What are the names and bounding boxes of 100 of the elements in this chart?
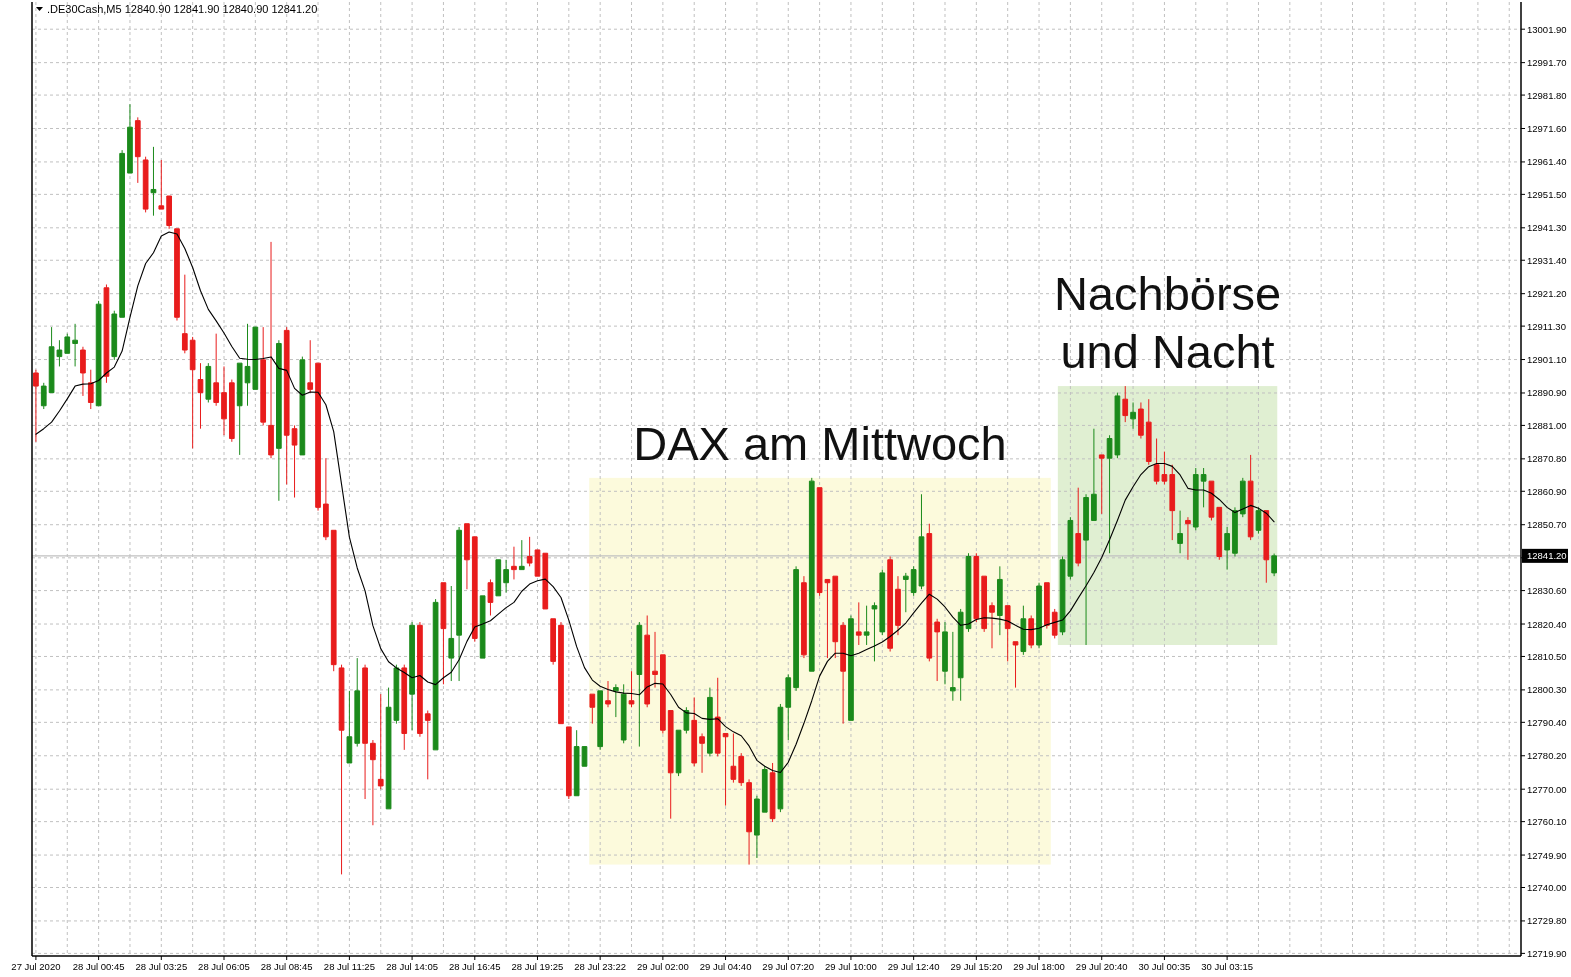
candlestick bbox=[691, 696, 698, 767]
candlestick bbox=[965, 552, 972, 633]
candlestick bbox=[887, 556, 893, 653]
candlestick bbox=[276, 339, 282, 502]
candlestick bbox=[620, 683, 627, 744]
candlestick bbox=[1271, 553, 1277, 577]
candlestick bbox=[1239, 477, 1246, 518]
candlestick bbox=[432, 598, 439, 751]
y-tick-label: 12881.00 bbox=[1527, 419, 1567, 431]
candlestick bbox=[1044, 582, 1050, 630]
candlestick bbox=[1247, 454, 1254, 541]
candlestick bbox=[848, 615, 854, 721]
candlestick bbox=[808, 477, 815, 672]
candlestick bbox=[722, 732, 729, 807]
candlestick bbox=[1138, 401, 1144, 440]
x-tick-label: 27 Jul 2020 bbox=[11, 961, 61, 972]
candlestick bbox=[667, 710, 674, 820]
candlestick bbox=[424, 710, 431, 780]
candlestick bbox=[871, 601, 878, 662]
candlestick bbox=[95, 300, 102, 407]
y-tick-label: 12911.30 bbox=[1527, 320, 1566, 332]
candlestick bbox=[377, 693, 384, 790]
candlestick bbox=[926, 523, 933, 662]
candlestick bbox=[323, 457, 329, 541]
y-tick-label: 12729.80 bbox=[1527, 915, 1567, 927]
candlestick bbox=[754, 795, 760, 859]
y-tick-label: 12850.70 bbox=[1527, 519, 1567, 531]
x-tick-label: 29 Jul 15:20 bbox=[950, 961, 1003, 972]
x-tick-label: 29 Jul 07:20 bbox=[762, 961, 815, 972]
candlestick bbox=[213, 333, 220, 407]
candlestick bbox=[127, 103, 133, 174]
candlestick bbox=[448, 585, 455, 682]
y-tick-label: 12749.90 bbox=[1527, 849, 1567, 861]
candlestick bbox=[503, 559, 509, 594]
candlestick bbox=[1091, 428, 1097, 521]
y-tick-label: 12770.00 bbox=[1527, 783, 1567, 795]
candlestick bbox=[558, 621, 564, 725]
candlestick bbox=[197, 362, 204, 430]
candlestick bbox=[440, 582, 447, 685]
candlestick bbox=[291, 424, 298, 499]
annotation: Nachbörse und Nacht bbox=[1053, 267, 1282, 379]
candlestick bbox=[1036, 582, 1042, 649]
candlestick bbox=[268, 241, 274, 459]
candlestick bbox=[902, 572, 909, 613]
candlestick bbox=[495, 559, 502, 597]
candlestick bbox=[1232, 506, 1238, 558]
candlestick bbox=[33, 369, 39, 443]
candlestick bbox=[362, 664, 368, 800]
x-tick-label: 28 Jul 19:25 bbox=[511, 961, 564, 972]
candlestick bbox=[346, 690, 353, 764]
y-tick-label: 12760.10 bbox=[1527, 816, 1567, 828]
x-tick-label: 28 Jul 08:45 bbox=[260, 961, 313, 972]
y-tick-label: 12941.30 bbox=[1527, 222, 1567, 234]
candlestick bbox=[644, 615, 651, 708]
candlestick bbox=[134, 116, 141, 184]
candlestick bbox=[370, 739, 376, 826]
candlestick bbox=[565, 726, 572, 800]
candlestick bbox=[189, 336, 196, 449]
y-tick-label: 12740.00 bbox=[1527, 882, 1567, 894]
candlestick bbox=[746, 778, 752, 866]
candlestick bbox=[338, 664, 345, 875]
candlestick bbox=[761, 765, 768, 813]
y-tick-label: 12931.40 bbox=[1527, 254, 1567, 266]
x-tick-label: 28 Jul 23:22 bbox=[574, 961, 627, 972]
candlestick bbox=[87, 369, 94, 410]
candlestick bbox=[1224, 526, 1230, 571]
candlestick bbox=[973, 552, 980, 623]
candlestick bbox=[142, 156, 149, 213]
y-tick-label: 12921.20 bbox=[1527, 288, 1567, 300]
candlestick bbox=[769, 762, 776, 823]
candlestick bbox=[612, 683, 619, 718]
y-tick-label: 12780.20 bbox=[1527, 750, 1567, 762]
candlestick bbox=[1083, 493, 1089, 646]
candlestick bbox=[605, 680, 611, 708]
ref-line-label: 12841.20 bbox=[1527, 550, 1567, 562]
candlestick bbox=[1012, 641, 1019, 689]
candlestick bbox=[997, 565, 1003, 636]
candlestick bbox=[1098, 454, 1105, 515]
candlestick bbox=[895, 575, 901, 636]
candlestick bbox=[1122, 385, 1129, 423]
candlestick bbox=[855, 601, 862, 646]
y-tick-label: 13001.90 bbox=[1527, 23, 1567, 35]
candlestick bbox=[111, 310, 118, 361]
candlestick bbox=[777, 703, 784, 813]
candlestick bbox=[307, 339, 314, 394]
y-tick-label: 12830.60 bbox=[1527, 585, 1567, 597]
candlestick bbox=[1177, 510, 1183, 554]
candlestick bbox=[479, 595, 486, 659]
candlestick bbox=[730, 732, 737, 784]
candlestick bbox=[1192, 467, 1199, 531]
candlestick bbox=[738, 752, 745, 787]
candlestick bbox=[949, 631, 956, 702]
candlestick bbox=[181, 274, 188, 354]
candlestick bbox=[879, 569, 886, 636]
candlestick bbox=[785, 673, 792, 741]
candlestick bbox=[236, 362, 243, 456]
candlestick bbox=[158, 159, 165, 210]
candlestick bbox=[283, 326, 290, 485]
x-tick-label: 29 Jul 18:00 bbox=[1013, 961, 1065, 972]
y-tick-label: 12901.10 bbox=[1527, 354, 1567, 366]
